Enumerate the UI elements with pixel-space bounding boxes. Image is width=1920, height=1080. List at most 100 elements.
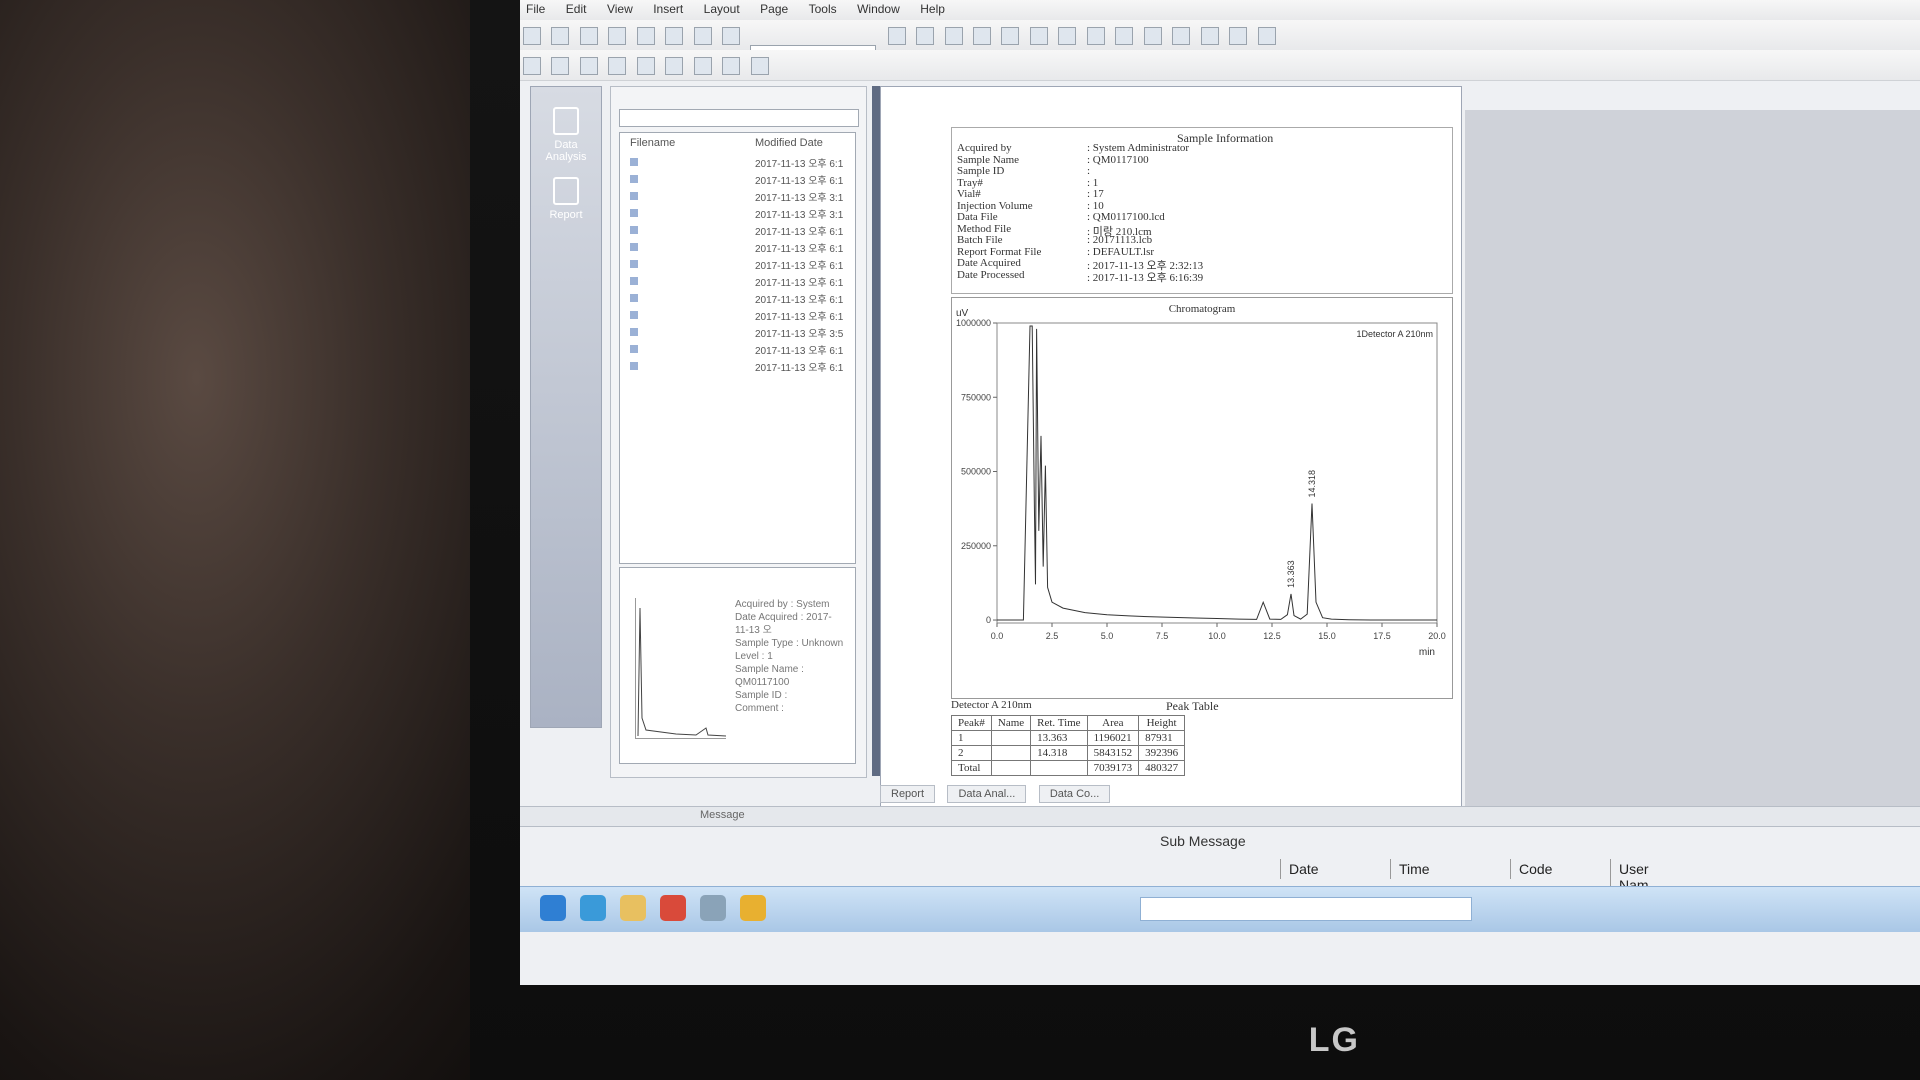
save-icon[interactable]: [579, 27, 598, 45]
grid-icon[interactable]: [1257, 27, 1276, 45]
text-tool-icon[interactable]: [636, 57, 655, 75]
message-bar: Message: [520, 806, 1920, 827]
file-list-item[interactable]: 2017-11-13 오후 3:5: [630, 325, 845, 341]
menu-help[interactable]: Help: [920, 2, 945, 16]
menu-window[interactable]: Window: [857, 2, 900, 16]
toolbar-primary: [520, 20, 1920, 65]
open-icon[interactable]: [551, 27, 570, 45]
sample-info-label: Batch File: [957, 234, 1003, 246]
menu-edit[interactable]: Edit: [565, 2, 587, 16]
align-top-icon[interactable]: [1001, 27, 1020, 45]
sample-information-title: Sample Information: [1177, 131, 1274, 145]
print-icon[interactable]: [608, 27, 627, 45]
report-splitter[interactable]: [872, 86, 882, 776]
menu-insert[interactable]: Insert: [653, 2, 684, 16]
nav-data-analysis[interactable]: Data Analysis: [541, 107, 591, 163]
menu-page[interactable]: Page: [760, 2, 789, 16]
font-icon[interactable]: [750, 57, 769, 75]
file-list-item[interactable]: 2017-11-13 오후 6:1: [630, 172, 845, 188]
file-list-item[interactable]: 2017-11-13 오후 6:1: [630, 342, 845, 358]
first-page-icon[interactable]: [1143, 27, 1162, 45]
menu-file[interactable]: File: [526, 2, 546, 16]
file-list-item[interactable]: 2017-11-13 오후 6:1: [630, 308, 845, 324]
ie-icon[interactable]: [580, 895, 606, 921]
align-left-icon[interactable]: [944, 27, 963, 45]
message-label: Message: [700, 809, 745, 821]
person-foreground: [0, 0, 560, 1080]
data-file-icon: [630, 345, 638, 353]
log-code-column[interactable]: Code: [1510, 859, 1560, 879]
x-tick-label: 5.0: [1101, 631, 1114, 641]
file-list-item[interactable]: 2017-11-13 오후 6:1: [630, 155, 845, 171]
labsolutions-icon[interactable]: [740, 895, 766, 921]
start-button-icon[interactable]: [540, 895, 566, 921]
file-modified-date: 2017-11-13 오후 6:1: [755, 363, 844, 374]
log-date-column[interactable]: Date: [1280, 859, 1327, 879]
sample-info-value: : 1: [1087, 176, 1099, 189]
copy-icon[interactable]: [665, 27, 684, 45]
file-modified-date: 2017-11-13 오후 6:1: [755, 227, 844, 238]
chromatogram-block[interactable]: Chromatogram uV min 0.0 2.5 5.0 7.5 10.0 12.5 15.…: [951, 297, 1453, 699]
zoom-icon[interactable]: [1115, 27, 1134, 45]
new-icon[interactable]: [523, 27, 541, 45]
peak-table-cell: 14.318: [1030, 745, 1088, 761]
redo-icon[interactable]: [916, 27, 935, 45]
menu-tools[interactable]: Tools: [808, 2, 837, 16]
sample-info-label: Sample Name: [957, 153, 1020, 166]
folder-path-field[interactable]: [619, 109, 859, 127]
peak-table-cell: [990, 745, 1032, 761]
file-list-item[interactable]: 2017-11-13 오후 6:1: [630, 359, 845, 375]
data-file-icon: [630, 158, 638, 166]
align-bottom-icon[interactable]: [1029, 27, 1048, 45]
explorer-icon[interactable]: [620, 895, 646, 921]
file-list-item[interactable]: 2017-11-13 오후 6:1: [630, 257, 845, 273]
sample-info-label: Sample ID: [957, 165, 1005, 177]
filename-column-header[interactable]: Filename: [630, 137, 676, 149]
file-list-item[interactable]: 2017-11-13 오후 6:1: [630, 274, 845, 290]
pointer-icon[interactable]: [523, 57, 541, 75]
prev-page-icon[interactable]: [1172, 27, 1191, 45]
nav-report[interactable]: Report: [541, 177, 591, 229]
table-tool-icon[interactable]: [722, 57, 741, 75]
next-page-icon[interactable]: [1200, 27, 1219, 45]
file-list[interactable]: Filename Modified Date 2017-11-13 오후 6:1…: [619, 132, 856, 564]
last-page-icon[interactable]: [1229, 27, 1248, 45]
paste-icon[interactable]: [693, 27, 712, 45]
undo-icon[interactable]: [887, 27, 906, 45]
x-tick-label: 15.0: [1318, 631, 1336, 641]
file-modified-date: 2017-11-13 오후 3:5: [755, 329, 844, 340]
peak-table-cell: 1: [951, 730, 992, 746]
menu-layout[interactable]: Layout: [703, 2, 740, 16]
chrome-icon[interactable]: [660, 895, 686, 921]
line-tool-icon[interactable]: [551, 57, 570, 75]
ellipse-tool-icon[interactable]: [608, 57, 627, 75]
tab-data-analysis[interactable]: Data Anal...: [947, 785, 1027, 803]
menu-view[interactable]: View: [606, 2, 633, 16]
modified-date-column-header[interactable]: Modified Date: [755, 137, 823, 149]
file-list-item[interactable]: 2017-11-13 오후 3:1: [630, 189, 845, 205]
file-list-item[interactable]: 2017-11-13 오후 3:1: [630, 206, 845, 222]
peak-table-cell: 480327: [1138, 760, 1186, 776]
help-icon[interactable]: [722, 27, 741, 45]
peak-table-cell: 87931: [1138, 730, 1186, 746]
ungroup-icon[interactable]: [1086, 27, 1105, 45]
tab-report[interactable]: Report: [880, 785, 936, 803]
chart-tool-icon[interactable]: [693, 57, 712, 75]
sample-information-block[interactable]: Sample Information Acquired by: System A…: [951, 127, 1453, 294]
image-tool-icon[interactable]: [665, 57, 684, 75]
group-icon[interactable]: [1058, 27, 1077, 45]
rect-tool-icon[interactable]: [579, 57, 598, 75]
file-list-item[interactable]: 2017-11-13 오후 6:1: [630, 240, 845, 256]
file-list-item[interactable]: 2017-11-13 오후 6:1: [630, 291, 845, 307]
taskbar-field[interactable]: [1140, 897, 1472, 921]
x-tick-label: 2.5: [1046, 631, 1059, 641]
file-browser-panel: Filename Modified Date 2017-11-13 오후 6:1…: [610, 86, 867, 778]
app-icon[interactable]: [700, 895, 726, 921]
align-right-icon[interactable]: [972, 27, 991, 45]
peak-table-block[interactable]: Detector A 210nm Peak Table Peak# Name Ret…: [951, 699, 1371, 801]
cut-icon[interactable]: [636, 27, 655, 45]
file-modified-date: 2017-11-13 오후 6:1: [755, 312, 844, 323]
file-list-item[interactable]: 2017-11-13 오후 6:1: [630, 223, 845, 239]
log-time-column[interactable]: Time: [1390, 859, 1438, 879]
tab-data-comparison[interactable]: Data Co...: [1038, 785, 1111, 803]
